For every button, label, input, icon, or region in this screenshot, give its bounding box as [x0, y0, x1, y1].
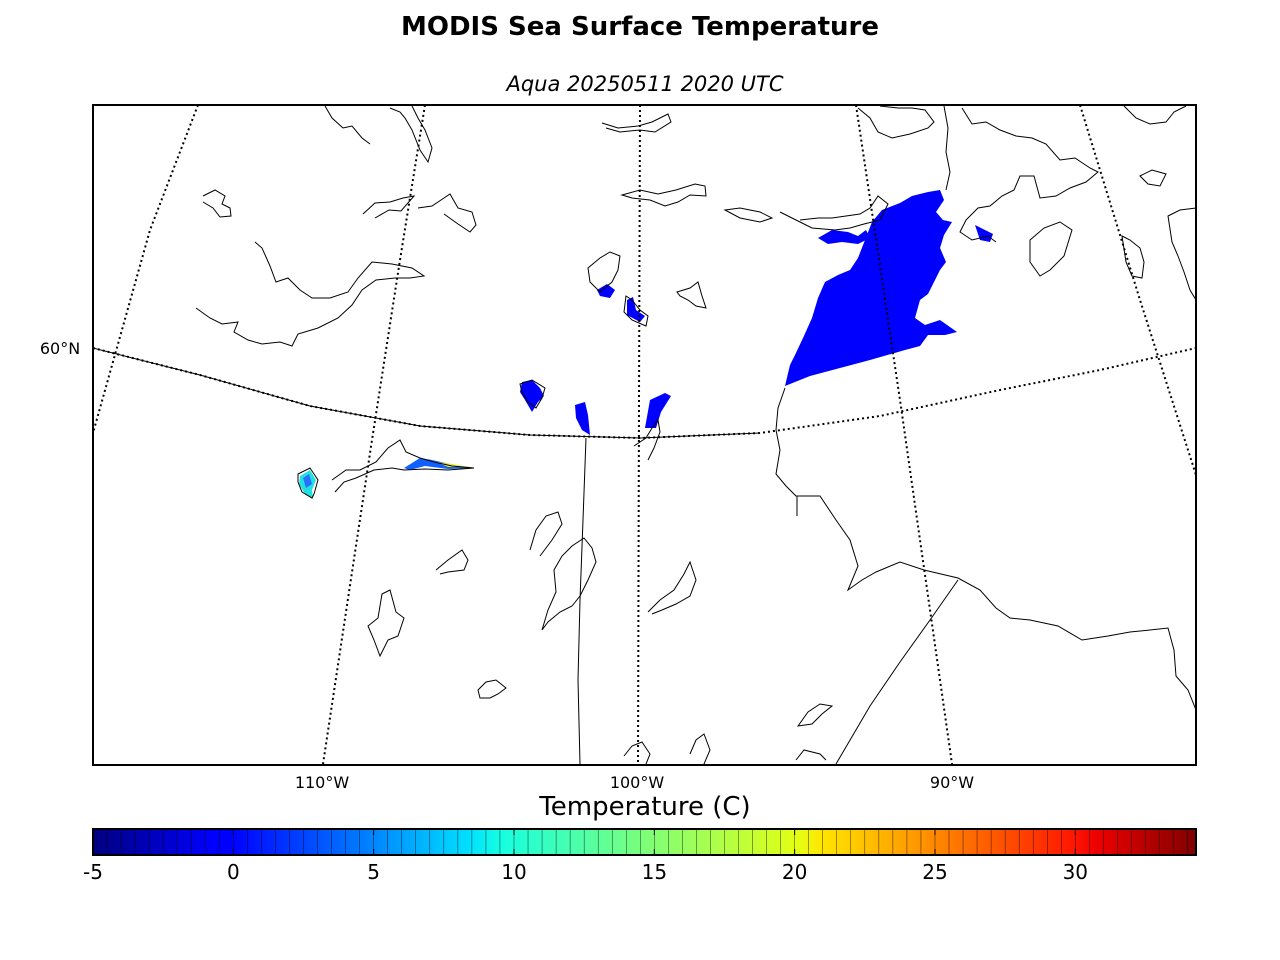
map-plot-area: [93, 105, 1196, 765]
sst-data-hudson-bay: [785, 190, 957, 386]
sst-data-lake-4: [575, 402, 590, 435]
colorbar-tick-label: 25: [922, 860, 947, 884]
colorbar-tick-label: 15: [642, 860, 667, 884]
sst-data-lake-1: [597, 284, 615, 298]
chart-title: MODIS Sea Surface Temperature: [401, 12, 879, 42]
border-line: [93, 347, 761, 439]
sst-data-lake-2: [627, 297, 645, 322]
sst-data-west-lake-core: [303, 474, 312, 488]
chart-subtitle: Aqua 20250511 2020 UTC: [506, 72, 784, 96]
colorbar: [93, 829, 1196, 855]
colorbar-tick-label: 20: [782, 860, 807, 884]
colorbar-ticks: -5 0 5 10 15 20 25 30: [83, 829, 1088, 884]
sst-data-great-slave-warm: [436, 462, 470, 467]
colorbar-tick-label: 30: [1063, 860, 1088, 884]
lon-label-90w: 90°W: [930, 773, 974, 792]
colorbar-tick-label: -5: [83, 860, 103, 884]
lon-label-110w: 110°W: [295, 773, 350, 792]
lon-label-100w: 100°W: [610, 773, 665, 792]
sst-data-north-inlet: [818, 230, 870, 244]
map-frame: [92, 104, 1197, 766]
colorbar-tick-label: 10: [501, 860, 526, 884]
colorbar-frame: [92, 828, 1197, 856]
sst-data-great-slave: [404, 458, 474, 470]
sst-data-lake-5: [645, 393, 671, 428]
colorbar-title: Temperature (C): [538, 792, 750, 822]
colorbar-tick-label: 5: [367, 860, 380, 884]
coastlines: [195, 105, 1196, 765]
sst-data-lake-3: [520, 380, 544, 412]
lat-label-60n: 60°N: [40, 339, 80, 358]
graticule: [93, 105, 1196, 765]
sst-data-east-inlet: [975, 225, 993, 242]
colorbar-tick-label: 0: [227, 860, 240, 884]
